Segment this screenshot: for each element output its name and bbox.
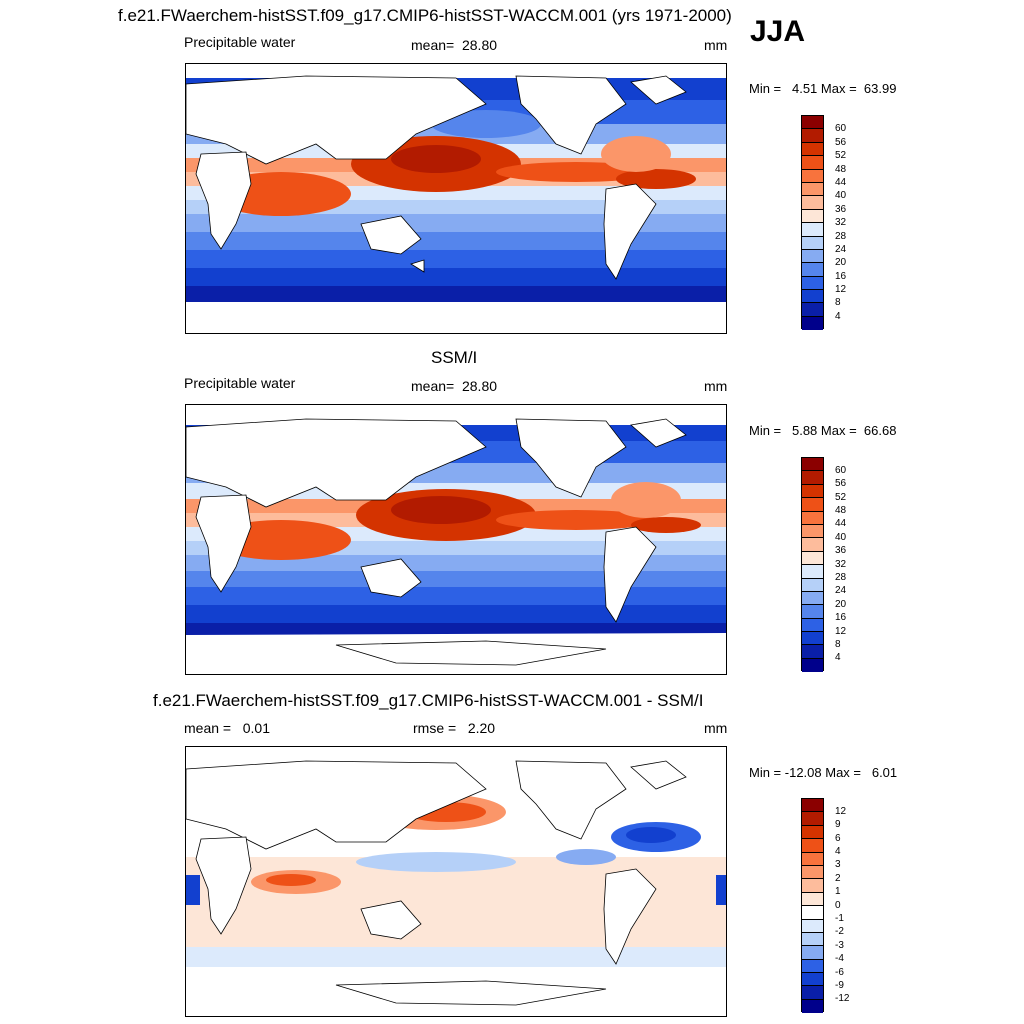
panel-2-colorbar-label: 24	[835, 585, 847, 596]
panel-3-title: f.e21.FWaerchem-histSST.f09_g17.CMIP6-hi…	[153, 691, 704, 710]
panel-2-colorbar-label: 12	[835, 626, 847, 637]
panel-1-map	[185, 63, 727, 334]
panel-3-colorbar-label: -3	[835, 940, 844, 951]
panel-2-colorbar-label: 8	[835, 639, 841, 650]
panel-3-colorbar-label: -1	[835, 913, 844, 924]
panel-2-colorbar	[801, 457, 824, 673]
panel-2-map	[185, 404, 727, 675]
panel-2-mean-label: mean= 28.80	[411, 378, 498, 394]
panel-3-mean-label: mean = 0.01	[184, 720, 271, 736]
panel-2-colorbar-label: 48	[835, 505, 847, 516]
panel-3-colorbar-label: 0	[835, 900, 841, 911]
panel-1-colorbar-label: 56	[835, 137, 847, 148]
panel-1-minmax: Min = 4.51 Max = 63.99	[749, 81, 897, 96]
panel-2-colorbar-label: 44	[835, 518, 847, 529]
panel-2-colorbar-label: 20	[835, 599, 847, 610]
panel-3-minmax: Min = -12.08 Max = 6.01	[749, 765, 898, 780]
panel-2-colorbar-label: 40	[835, 532, 847, 543]
panel-2-units: mm	[704, 378, 728, 394]
panel-2-variable-label: Precipitable water	[184, 375, 296, 391]
panel-3-colorbar-label: 9	[835, 819, 841, 830]
panel-3-colorbar-label: -9	[835, 980, 844, 991]
panel-3-colorbar-label: 1	[835, 886, 841, 897]
panel-1-title: f.e21.FWaerchem-histSST.f09_g17.CMIP6-hi…	[118, 6, 732, 25]
panel-1-colorbar-label: 8	[835, 297, 841, 308]
panel-1-colorbar-label: 48	[835, 164, 847, 175]
panel-3-colorbar-label: 12	[835, 806, 847, 817]
panel-1-colorbar-label: 60	[835, 123, 847, 134]
panel-2-colorbar-label: 4	[835, 652, 841, 663]
panel-1-variable-label: Precipitable water	[184, 34, 296, 50]
panel-3-colorbar	[801, 798, 824, 1014]
panel-3-colorbar-label: 4	[835, 846, 841, 857]
panel-3-units: mm	[704, 720, 728, 736]
panel-3-colorbar-label: -6	[835, 967, 844, 978]
panel-2-colorbar-label: 16	[835, 612, 847, 623]
panel-3-colorbar-label: -4	[835, 953, 844, 964]
panel-3-colorbar-label: -12	[835, 993, 850, 1004]
panel-1-colorbar-label: 32	[835, 217, 847, 228]
panel-2-colorbar-label: 32	[835, 559, 847, 570]
panel-2-colorbar-label: 60	[835, 465, 847, 476]
panel-1-colorbar-label: 12	[835, 284, 847, 295]
panel-1-colorbar-label: 44	[835, 177, 847, 188]
panel-2-colorbar-label: 28	[835, 572, 847, 583]
panel-2-minmax: Min = 5.88 Max = 66.68	[749, 423, 897, 438]
panel-3-colorbar-label: 6	[835, 833, 841, 844]
panel-3-map	[185, 746, 727, 1017]
panel-3-colorbar-label: -2	[835, 926, 844, 937]
panel-1-colorbar-label: 20	[835, 257, 847, 268]
panel-1-colorbar-label: 4	[835, 311, 841, 322]
panel-1-colorbar-label: 52	[835, 150, 847, 161]
panel-3-colorbar-label: 2	[835, 873, 841, 884]
panel-1-mean-label: mean= 28.80	[411, 37, 498, 53]
panel-1-colorbar-label: 16	[835, 271, 847, 282]
panel-1-colorbar-label: 24	[835, 244, 847, 255]
season-label: JJA	[750, 15, 806, 48]
panel-1-units: mm	[704, 37, 728, 53]
panel-2-colorbar-label: 36	[835, 545, 847, 556]
panel-1-colorbar-label: 40	[835, 190, 847, 201]
panel-2-colorbar-label: 56	[835, 478, 847, 489]
panel-1-colorbar-label: 36	[835, 204, 847, 215]
panel-1-colorbar	[801, 115, 824, 331]
panel-2-colorbar-label: 52	[835, 492, 847, 503]
panel-1-colorbar-label: 28	[835, 231, 847, 242]
panel-3-colorbar-label: 3	[835, 859, 841, 870]
panel-3-rmse-label: rmse = 2.20	[413, 720, 496, 736]
panel-2-title: SSM/I	[431, 348, 478, 367]
